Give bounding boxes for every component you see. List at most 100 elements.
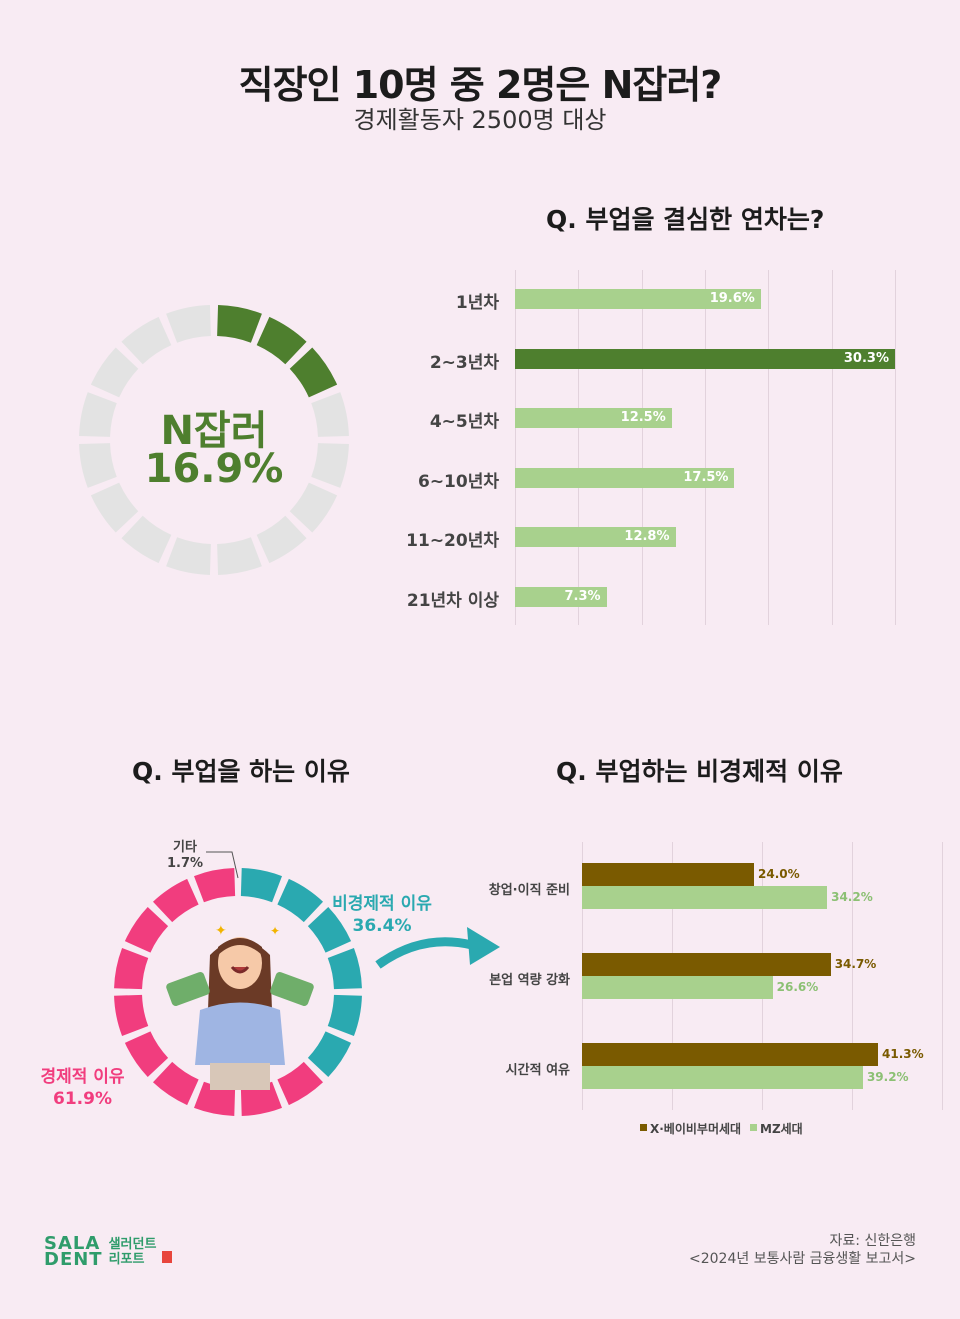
years-bar: 12.5% [515, 408, 672, 428]
page-title: 직장인 10명 중 2명은 N잡러? [238, 63, 723, 107]
arrow-icon [375, 927, 500, 969]
economic-label-name: 경제적 이유 [40, 1067, 125, 1087]
economic-label-value: 61.9% [53, 1089, 112, 1109]
reasons-donut [114, 868, 362, 1116]
years-bar: 17.5% [515, 467, 735, 488]
logo-flag-icon [162, 1251, 173, 1263]
years-chart-title: Q. 부업을 결심한 연차는? [546, 205, 825, 234]
non-economic-chart-title: Q. 부업하는 비경제적 이유 [556, 757, 843, 786]
logo-text-bottom: DENT [44, 1249, 103, 1270]
njob-donut-segment [90, 482, 139, 533]
years-category-label: 4~5년차 [429, 412, 499, 432]
years-bar: 19.6% [515, 289, 761, 309]
source-line-2: <2024년 보통사람 금융생활 보고서> [689, 1251, 916, 1267]
years-bar: 12.8% [515, 527, 676, 547]
njob-donut-segment [289, 482, 338, 533]
reasons-donut-segment [124, 906, 169, 953]
svg-text:✦: ✦ [270, 924, 280, 938]
non-economic-bar [582, 886, 828, 909]
years-bar-chart: 1년차 19.6% 2~3년차 30.3% 4~5년차 12.5% 6~10년차 17.5% 1… [406, 270, 896, 625]
non-economic-bar [582, 976, 773, 999]
reasons-chart-title: Q. 부업을 하는 이유 [132, 757, 350, 786]
reasons-donut-segment [277, 878, 324, 923]
years-category-label: 21년차 이상 [406, 590, 499, 611]
page-subtitle: 경제활동자 2500명 대상 [353, 106, 607, 134]
reasons-donut-segment [114, 948, 149, 990]
years-grid-line [895, 270, 896, 625]
years-bar-value: 19.6% [709, 291, 755, 306]
non-economic-category-label: 창업·이직 준비 [488, 883, 570, 898]
non-economic-bar-value: 26.6% [776, 980, 819, 994]
other-label-name: 기타 [173, 840, 197, 855]
non-economic-bar [582, 1043, 878, 1066]
njob-donut-segment [79, 443, 117, 488]
logo-korean-bottom: 리포트 [108, 1252, 145, 1267]
reasons-donut-segment [277, 1061, 324, 1106]
years-bar-value: 17.5% [683, 469, 729, 485]
legend-swatch [640, 1124, 647, 1131]
reasons-donut-segment [152, 1061, 199, 1106]
years-grid-line [515, 270, 516, 625]
years-category-label: 1년차 [455, 293, 499, 313]
brand-logo: SALA DENT 샐러던트 리포트 [44, 1235, 173, 1270]
reasons-donut-segment [194, 1081, 236, 1116]
economic-label: 경제적 이유 61.9% [30, 1066, 135, 1110]
njob-donut-segment [166, 305, 211, 343]
reasons-donut-segment [114, 994, 149, 1036]
reasons-donut-segment [240, 1081, 282, 1116]
non-economic-label-value: 36.4% [352, 916, 412, 936]
reasons-donut-segment [194, 868, 236, 903]
njob-donut-segment [289, 347, 338, 398]
years-bar: 7.3% [515, 586, 607, 607]
years-category-label: 2~3년차 [429, 352, 499, 373]
non-economic-grid-line [942, 842, 943, 1110]
njob-donut-segment [90, 347, 139, 398]
years-grid-line [831, 270, 833, 625]
njob-donut-segment [256, 316, 307, 365]
njob-donut-segment [217, 305, 262, 343]
non-economic-bar [582, 953, 831, 976]
years-grid-line [578, 270, 580, 625]
non-economic-label: 비경제적 이유 36.4% [322, 893, 442, 937]
reasons-donut-segment [307, 1031, 352, 1078]
other-label-value: 1.7% [166, 856, 204, 871]
legend-label: MZ세대 [760, 1122, 803, 1136]
njob-donut-segment [121, 515, 172, 564]
source-line-1: 자료: 신한은행 [829, 1233, 916, 1249]
non-economic-label-name: 비경제적 이유 [332, 894, 432, 914]
njob-donut-segment [217, 537, 262, 575]
non-economic-bar-value: 41.3% [882, 1047, 924, 1061]
njob-donut-segment [79, 392, 117, 437]
logo-korean-top: 샐러던트 [108, 1237, 157, 1252]
reasons-donut-segment [124, 1031, 169, 1078]
njob-donut-segment [121, 316, 172, 365]
reasons-donut-segment [327, 948, 362, 990]
years-bar-value: 12.5% [620, 410, 666, 425]
legend-swatch [750, 1124, 757, 1131]
reasons-donut-segment [240, 868, 282, 903]
legend-label: X·베이비부머세대 [650, 1122, 742, 1136]
years-grid-line [641, 270, 643, 625]
years-grid-line [705, 270, 706, 625]
non-economic-bar [582, 863, 754, 886]
njob-donut-segment [311, 443, 349, 488]
other-label: 기타 1.7% [150, 840, 220, 872]
njob-donut [79, 305, 349, 575]
non-economic-bar-chart: 창업·이직 준비 24.0% 34.2% 본업 역량 강화 34.7% 26.6% 시간적 … [488, 842, 943, 1136]
years-category-label: 6~10년차 [417, 471, 499, 492]
njob-donut-segment [256, 515, 307, 564]
non-economic-category-label: 시간적 여유 [505, 1063, 570, 1078]
non-economic-bar [582, 1066, 863, 1089]
non-economic-bar-value: 34.2% [831, 890, 873, 904]
reasons-donut-segment [327, 994, 362, 1036]
non-economic-bar-value: 39.2% [866, 1070, 909, 1084]
years-bar-value: 12.8% [624, 529, 670, 544]
reasons-donut-segment [152, 878, 199, 923]
woman-with-money-illustration: ✦ ✦ [166, 923, 314, 1090]
years-bar-value: 7.3% [564, 588, 601, 604]
years-grid-line [768, 270, 770, 625]
non-economic-bar-value: 24.0% [758, 867, 800, 881]
donut-label-value: 16.9% [144, 446, 284, 492]
years-category-label: 11~20년차 [406, 531, 499, 551]
reasons-donut-segment [307, 906, 352, 953]
